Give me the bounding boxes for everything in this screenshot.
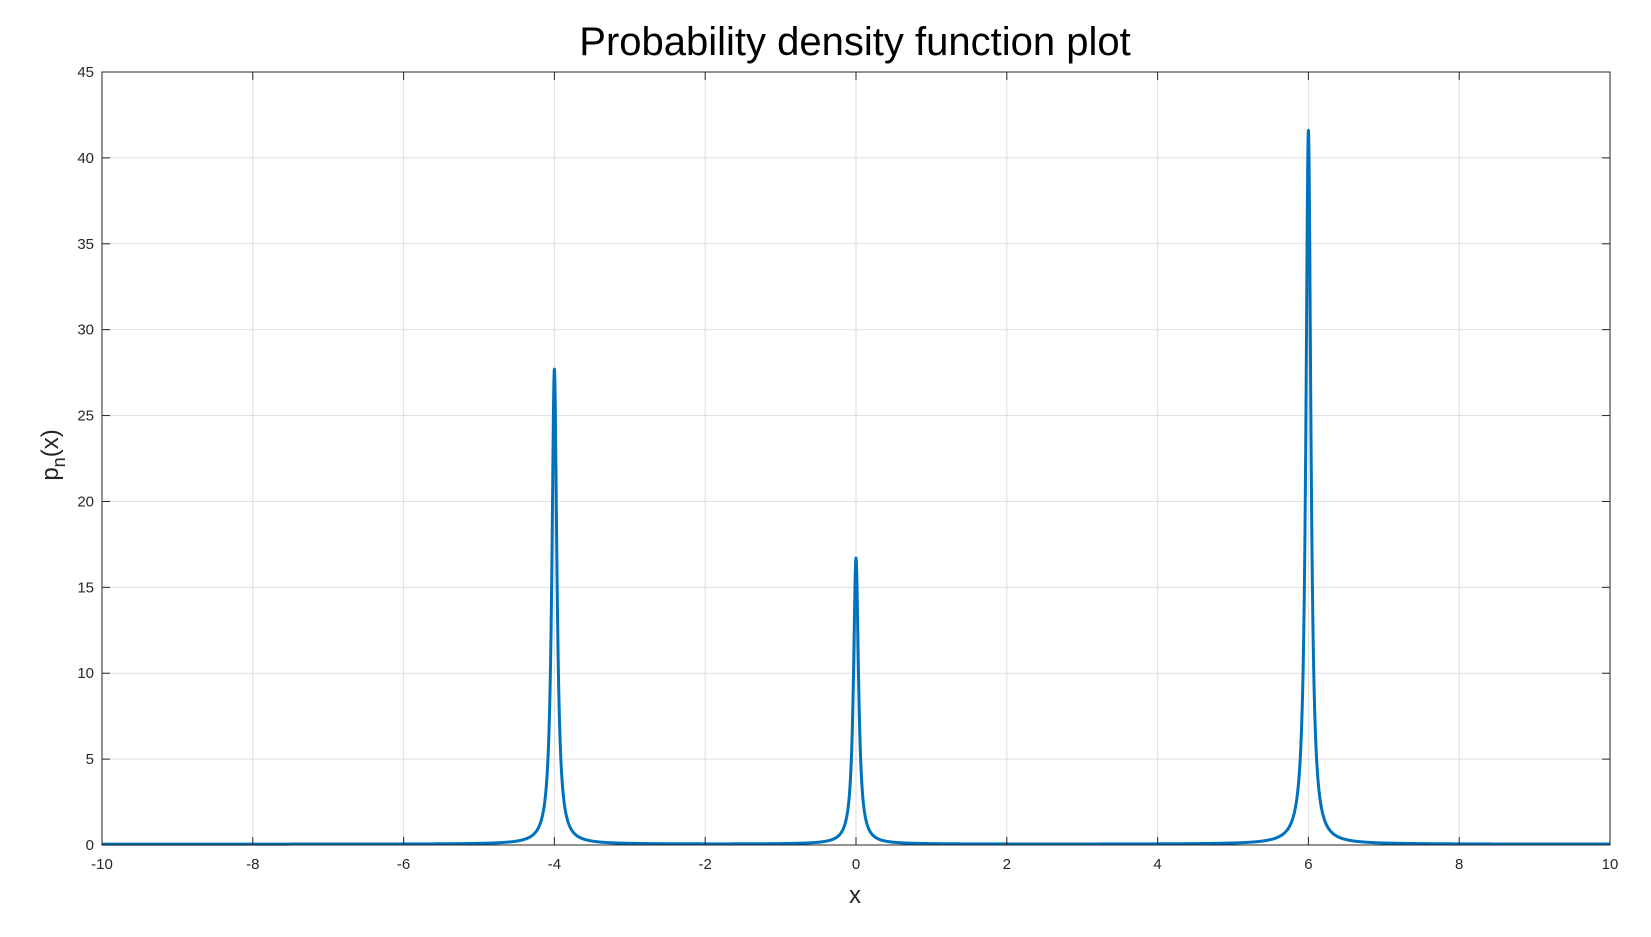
y-tick-label: 0: [86, 837, 94, 854]
y-tick-label: 45: [77, 64, 94, 81]
x-tick-label: 8: [1455, 856, 1463, 873]
y-tick-label: 5: [86, 751, 94, 768]
chart-title: Probability density function plot: [579, 20, 1130, 64]
x-tick-label: -10: [91, 856, 113, 873]
x-tick-label: 0: [852, 856, 860, 873]
series-line: [102, 128, 1610, 846]
y-axis-label-main: p: [37, 467, 64, 480]
y-tick-label: 10: [77, 665, 94, 682]
x-tick-label: -6: [397, 856, 410, 873]
x-tick-labels: -10 -8 -6 -4 -2 0 2 4 6 8 10: [91, 856, 1618, 873]
y-tick-label: 30: [77, 322, 94, 339]
x-tick-label: 6: [1304, 856, 1312, 873]
y-tick-label: 20: [77, 493, 94, 510]
x-axis-label: x: [849, 882, 861, 909]
x-tick-label: -4: [548, 856, 561, 873]
x-gridlines: [101, 72, 1611, 845]
y-tick-label: 15: [77, 579, 94, 596]
y-tick-label: 35: [77, 236, 94, 253]
y-tick-label: 40: [77, 150, 94, 167]
x-tick-label: -2: [699, 856, 712, 873]
y-tick-label: 25: [77, 408, 94, 425]
y-axis-label-tail: (x): [37, 429, 64, 457]
x-tick-label: 2: [1003, 856, 1011, 873]
x-tick-label: 4: [1153, 856, 1161, 873]
y-tick-labels: 0 5 10 15 20 25 30 35 40 45: [77, 64, 94, 854]
x-tick-label: 10: [1602, 856, 1619, 873]
x-tick-label: -8: [246, 856, 259, 873]
y-axis-label-sub: n: [49, 457, 69, 467]
x-ticks: [101, 72, 1611, 845]
y-axis-label: pn(x): [37, 429, 69, 480]
plot-area: [101, 71, 1611, 846]
y-ticks: [102, 71, 1610, 846]
